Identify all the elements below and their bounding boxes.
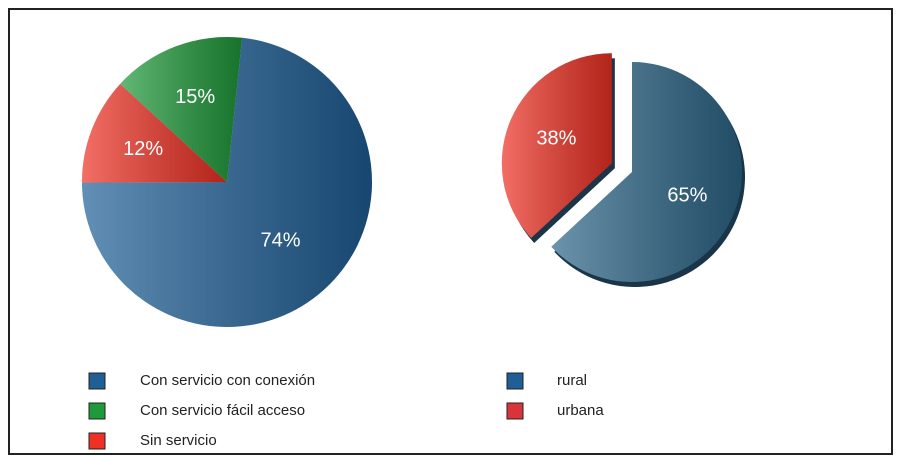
- slice-shade: [551, 62, 742, 282]
- legend-label: urbana: [557, 402, 604, 419]
- data-label: 15%: [175, 86, 215, 108]
- legend-label: Con servicio con conexión: [140, 372, 315, 389]
- slice-shade: [81, 83, 227, 183]
- data-label: 38%: [536, 127, 576, 149]
- legend-label: rural: [557, 372, 587, 389]
- legend-swatch: [506, 402, 524, 420]
- legend-label: Sin servicio: [140, 432, 217, 449]
- slice-shade: [82, 37, 372, 328]
- legend-label: Con servicio fácil acceso: [140, 402, 305, 419]
- data-label: 12%: [123, 138, 163, 160]
- legend-swatch: [88, 402, 106, 420]
- legend-swatch: [88, 432, 106, 450]
- legend-swatch: [506, 372, 524, 390]
- slice-shade: [120, 37, 243, 183]
- slice-shade: [501, 53, 612, 238]
- data-label: 74%: [260, 229, 300, 251]
- legend-swatch: [88, 372, 106, 390]
- data-label: 65%: [667, 184, 707, 206]
